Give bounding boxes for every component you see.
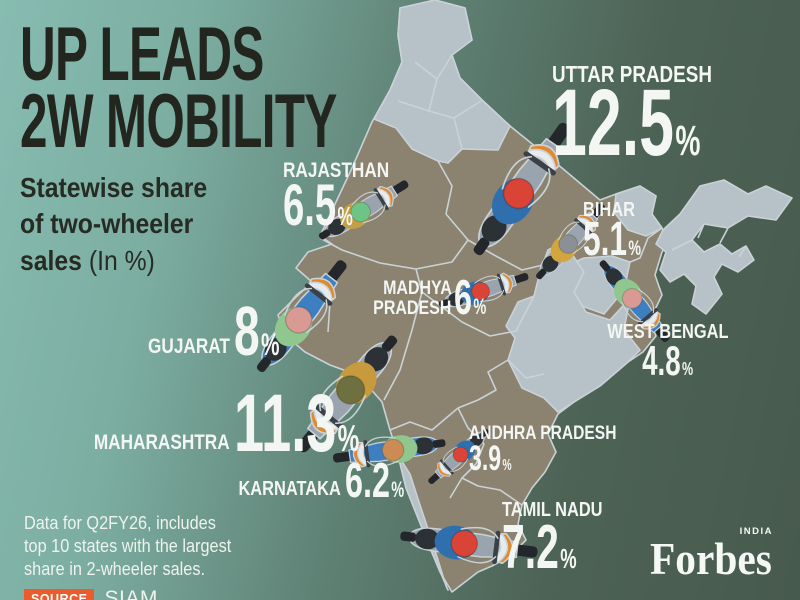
percent-sign: % — [337, 418, 359, 459]
state-name: KARNATAKA — [238, 478, 341, 501]
state-value: 6.5 — [283, 173, 337, 238]
subtitle: Statewise share of two-wheeler sales (In… — [20, 170, 507, 280]
percent-sign: % — [560, 543, 577, 574]
title-line-2: 2W MOBILITY — [20, 78, 337, 164]
footer-line-3: share in 2-wheeler sales. — [24, 557, 205, 579]
source-badge: SOURCE — [24, 589, 95, 600]
subtitle-line-2: of two-wheeler — [20, 208, 194, 240]
state-label-tamil-nadu: TAMIL NADU 7.2% — [502, 499, 625, 582]
state-label-karnataka: KARNATAKA 6.2% — [216, 454, 435, 508]
state-value: 5.1 — [583, 213, 628, 266]
subtitle-line-3: sales (In %) — [20, 243, 458, 280]
state-value: 6.2 — [344, 454, 390, 508]
subtitle-line-1: Statewise share — [20, 171, 208, 203]
source-row: SOURCE SIAM — [24, 587, 260, 600]
state-borders — [309, 54, 747, 506]
percent-sign: % — [675, 117, 701, 165]
state-label-madhya-pradesh: MADHYA PRADESH 6% — [356, 271, 503, 325]
subtitle-sales: sales — [20, 244, 82, 276]
state-label-uttar-pradesh: UTTAR PRADESH 12.5% — [552, 61, 777, 176]
title-line-1: UP LEADS — [20, 12, 264, 97]
state-name: RAJASTHAN — [283, 159, 390, 182]
state-label-gujarat: GUJARAT 8% — [130, 292, 303, 370]
footer-note: Data for Q2FY26, includes top 10 states … — [24, 512, 260, 600]
percent-sign: % — [502, 457, 512, 474]
state-name: ANDHRA PRADESH — [469, 423, 617, 444]
state-value: 3.9 — [469, 439, 502, 478]
state-value: 12.5 — [552, 70, 675, 176]
percent-sign: % — [628, 235, 642, 260]
muted-states — [373, 0, 793, 591]
percent-sign: % — [682, 359, 694, 380]
state-name-line-2: PRADESH — [373, 296, 452, 319]
percent-sign: % — [337, 201, 353, 231]
header: UP LEADS 2W MOBILITY Statewise share of … — [20, 12, 507, 280]
state-name: MADHYA PRADESH — [356, 279, 451, 321]
state-value: 6 — [454, 271, 473, 325]
percent-sign: % — [260, 326, 280, 362]
state-value: 4.8 — [642, 337, 682, 384]
source-name: SIAM — [104, 586, 158, 600]
state-name: TAMIL NADU — [502, 499, 603, 521]
state-name: WEST BENGAL — [607, 321, 729, 343]
state-label-bihar: BIHAR 5.1% — [583, 199, 671, 266]
state-label-west-bengal: WEST BENGAL 4.8% — [607, 322, 728, 384]
state-value: 7.2 — [502, 513, 559, 582]
state-label-andhra-pradesh: ANDHRA PRADESH 3.9% — [469, 423, 649, 478]
forbes-region-label: INDIA — [739, 526, 773, 537]
footer-line-1: Data for Q2FY26, includes — [24, 512, 216, 533]
state-label-rajasthan: RAJASTHAN 6.5% — [283, 159, 413, 238]
percent-sign: % — [391, 477, 405, 502]
page-title: UP LEADS 2W MOBILITY — [20, 12, 507, 164]
state-label-maharashtra: MAHARASHTRA 11.3% — [64, 378, 424, 469]
percent-sign: % — [473, 294, 487, 319]
state-value: 11.3 — [233, 378, 337, 469]
state-name-line-1: MADHYA — [382, 277, 452, 300]
state-name: MAHARASHTRA — [93, 431, 230, 455]
state-name: UTTAR PRADESH — [552, 61, 712, 87]
forbes-wordmark: Forbes — [650, 533, 772, 584]
state-name: BIHAR — [583, 199, 635, 221]
subtitle-unit-note: (In %) — [88, 244, 155, 276]
footer-line-2: top 10 states with the largest — [24, 534, 232, 556]
forbes-logo: INDIA Forbes — [650, 526, 776, 581]
state-name: GUJARAT — [147, 335, 230, 359]
state-value: 8 — [233, 292, 260, 370]
